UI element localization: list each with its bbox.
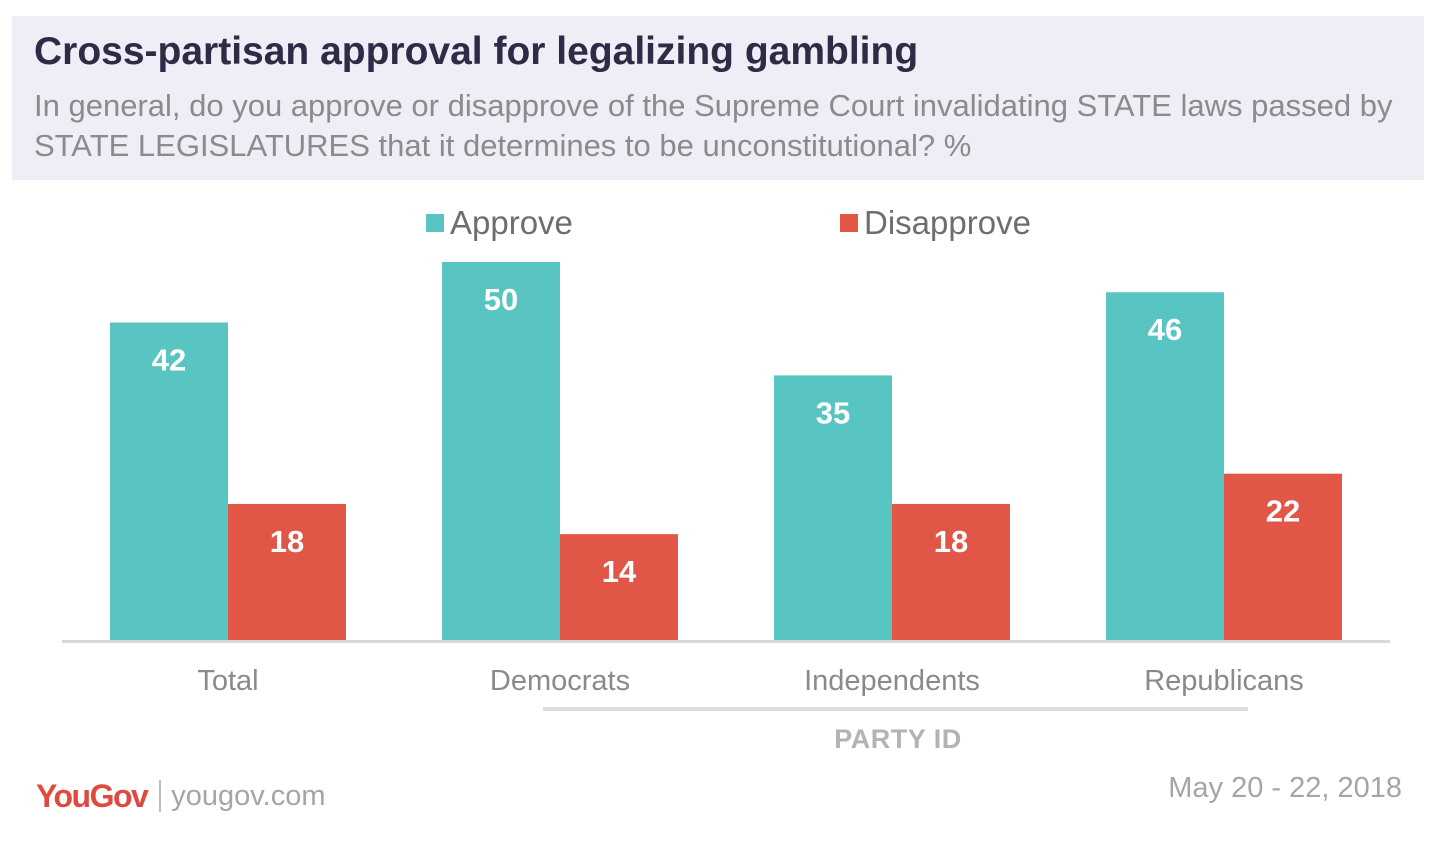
x-tick-total: Total: [197, 665, 258, 697]
legend-label-approve: Approve: [450, 204, 573, 241]
data-label-approve-republicans: 46: [1148, 312, 1182, 347]
legend-item-disapprove: Disapprove: [840, 203, 1031, 243]
data-label-disapprove-independents: 18: [934, 524, 968, 559]
data-label-disapprove-republicans: 22: [1266, 494, 1300, 529]
x-axis-line: [62, 640, 1390, 643]
footer-brand: YouGov yougov.com: [36, 776, 326, 816]
bar-approve-total: [110, 322, 228, 640]
data-label-approve-total: 42: [152, 342, 186, 377]
approve-swatch: [426, 214, 444, 232]
chart-header: Cross-partisan approval for legalizing g…: [12, 16, 1424, 180]
x-tick-republicans: Republicans: [1144, 665, 1304, 697]
x-tick-independents: Independents: [804, 665, 980, 697]
yougov-logo: YouGov: [36, 777, 149, 814]
party-id-label: PARTY ID: [834, 724, 962, 754]
footer-divider: [159, 780, 162, 812]
bar-disapprove-republicans: [1224, 473, 1342, 640]
x-tick-democrats: Democrats: [490, 665, 630, 697]
bar-approve-republicans: [1106, 292, 1224, 640]
party-id-bracket: [543, 707, 1248, 711]
chart-title: Cross-partisan approval for legalizing g…: [34, 30, 919, 73]
chart-subtitle: In general, do you approve or disapprove…: [34, 88, 1393, 163]
bar-disapprove-total: [228, 503, 346, 640]
bar-approve-democrats: [442, 262, 560, 640]
disapprove-swatch: [840, 214, 858, 232]
data-label-disapprove-democrats: 14: [602, 554, 637, 589]
legend-item-approve: Approve: [426, 203, 573, 243]
legend-label-disapprove: Disapprove: [864, 204, 1031, 241]
footer-date: May 20 - 22, 2018: [1168, 772, 1402, 804]
bar-disapprove-democrats: [560, 534, 678, 640]
bar-approve-independents: [774, 375, 892, 640]
bar-disapprove-independents: [892, 503, 1010, 640]
footer-site: yougov.com: [171, 779, 326, 812]
data-label-approve-independents: 35: [816, 395, 850, 430]
data-label-approve-democrats: 50: [484, 282, 518, 317]
data-label-disapprove-total: 18: [270, 524, 304, 559]
